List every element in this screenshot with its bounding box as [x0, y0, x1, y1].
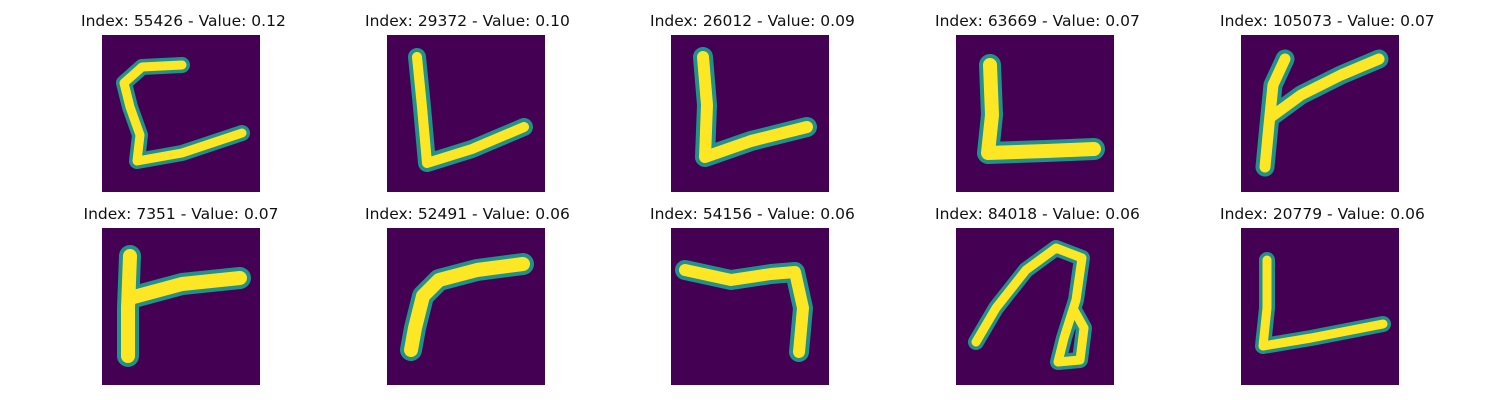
panel-title: Index: 26012 - Value: 0.09 — [650, 12, 850, 30]
letter-f-glyph — [102, 228, 260, 385]
panel-title: Index: 54156 - Value: 0.06 — [650, 205, 850, 223]
panel-title: Index: 20779 - Value: 0.06 — [1220, 205, 1420, 223]
digit-image — [1241, 228, 1399, 385]
panel-title: Index: 105073 - Value: 0.07 — [1220, 12, 1420, 30]
digit-image — [956, 228, 1114, 385]
panel-title: Index: 55426 - Value: 0.12 — [81, 12, 281, 30]
digit-image — [956, 35, 1114, 192]
digit-seven-glyph — [671, 228, 829, 385]
digit-image — [387, 228, 545, 385]
letter-l-glyph — [387, 35, 545, 192]
curved-stroke-glyph — [387, 228, 545, 385]
hook-letter-c-glyph — [102, 35, 260, 192]
panel-title: Index: 29372 - Value: 0.10 — [365, 12, 565, 30]
panel-title: Index: 7351 - Value: 0.07 — [81, 205, 281, 223]
digit-image — [387, 35, 545, 192]
digit-image — [671, 35, 829, 192]
digit-image — [671, 228, 829, 385]
letter-v-glyph — [671, 35, 829, 192]
loop-letter-n-glyph — [956, 228, 1114, 385]
letter-l-thin-glyph — [1241, 228, 1399, 385]
panel-title: Index: 52491 - Value: 0.06 — [365, 205, 565, 223]
letter-l-thick-glyph — [956, 35, 1114, 192]
letter-k-glyph — [1241, 35, 1399, 192]
digit-image — [102, 228, 260, 385]
digit-image — [102, 35, 260, 192]
panel-title: Index: 84018 - Value: 0.06 — [935, 205, 1135, 223]
digit-image — [1241, 35, 1399, 192]
panel-title: Index: 63669 - Value: 0.07 — [935, 12, 1135, 30]
